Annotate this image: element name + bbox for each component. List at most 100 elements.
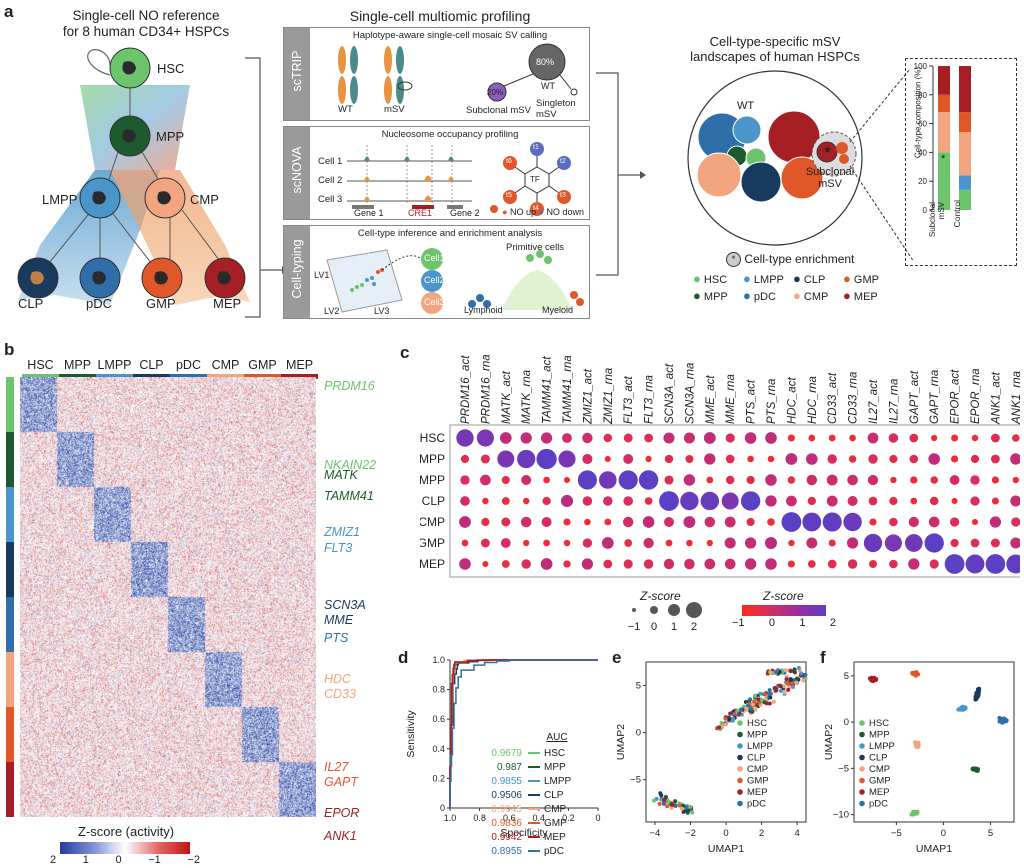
legend-dot-icon: ● [743,271,751,286]
roc-line-clp [449,659,598,808]
subclonal-line1: Subclonal [805,166,855,178]
roc-ytick-label: 0.4 [432,744,445,754]
size-legend-dot [650,606,658,614]
cre1-label: CRE1 [408,208,433,218]
dotplot-col-label: GAPT_act [909,370,921,424]
dotplot-dot [643,537,654,549]
heatmap-col-bar [281,374,318,379]
dotplot-dot [971,434,979,442]
roc-line-cmp [449,659,598,808]
dotplot-dot [603,433,613,443]
dotplot-dot [497,450,515,468]
umap-legend-dot [859,743,865,749]
roc-legend-auc: 0.9855 [491,776,522,787]
umap-point [752,699,757,704]
subclonal-line2: mSV [818,178,842,190]
dotplot-dot [724,537,736,549]
dotplot-row-label: CMP [420,515,445,529]
dotplot-row-label: LMPP [420,473,445,487]
dotplot-dot [460,496,470,506]
dotplot-dot [582,432,593,444]
dotplot-dot [746,517,755,527]
legend-dot-icon: ● [693,271,701,286]
dotplot-dot [971,518,979,526]
umap-point [684,805,689,810]
dotplot-dot [989,516,1002,528]
dotplot-dot [826,495,838,507]
heatmap-col-bar [207,374,244,379]
heatmap-col-clp: CLP [139,358,164,372]
dotplot-dot [482,560,489,568]
color-tick: 2 [829,617,836,629]
heatmap-row-bar-mpp [6,432,14,487]
panel-c-label: c [400,343,410,362]
roc-line-hsc [449,659,598,808]
dotplot-dot [909,433,919,443]
sctrip-single-label: Singleton mSV [536,98,576,120]
celltyping-box: Cell-typing Cell-type inference and enri… [283,225,590,319]
ref-title-line2: for 8 human CD34+ HSPCs [36,24,256,40]
dotplot-dot [746,475,755,485]
umap-point [665,804,670,809]
dotplot-col-label: MME_act [705,375,717,424]
heatmap-col-bar [244,374,281,379]
umap-point [659,797,664,802]
gene-label-mme: MME [324,613,354,627]
umap-point [685,810,690,815]
umap-legend-text: CMP [747,764,768,775]
roc-legend-auc: 0.8955 [491,846,522,857]
umap-point [796,665,801,670]
panel-d-label: d [398,648,409,667]
umap-legend-text: MPP [747,730,768,741]
umap-point [767,692,772,697]
scale-tick: 2 [50,854,57,866]
umap-legend-text: MEP [869,787,890,798]
umap-xlabel: UMAP1 [708,843,744,855]
dotplot-col-label: MATK_rna [521,370,533,424]
dotplot-dot [970,475,980,485]
heatmap-scale-title: Z-score (activity) [78,824,174,839]
bar-tick-label: 40 [918,148,927,157]
dotplot-dot [868,454,878,464]
dotplot-dot [501,475,510,485]
dotplot-dot [1012,476,1019,484]
dotplot-dot [806,474,818,486]
dotplot-dot [685,455,694,463]
dotplot-dot [543,539,550,547]
dotplot-dot [740,491,761,511]
legend-item-mep: ● MEP [843,288,893,305]
t5-label: t5 [506,192,512,199]
cell-1-label: Cell1 [424,253,445,263]
umap-point [749,707,754,712]
composition-chart: 0 20 40 60 80 100 * [914,62,971,215]
umap-point [774,688,779,693]
multiomic-title: Single-cell multiomic profiling [349,8,531,24]
dotplot-dot [888,433,899,443]
label-cmp: CMP [190,192,219,207]
umap-point [1004,718,1009,723]
umap-legend-text: MEP [747,787,768,798]
panel-e-label: e [612,648,622,667]
dotplot-dot [889,517,898,527]
heatmap-col-bar [170,374,207,379]
umap-point [758,691,763,696]
reference-title: Single-cell NO reference for 8 human CD3… [36,8,256,40]
dotplot-dot [603,496,613,506]
heatmap-row-bar-clp [6,542,14,597]
dotplot-dot [623,496,634,506]
dotplot-dot [582,453,593,465]
heatmap-col-hsc: HSC [27,358,54,372]
dotplot-dot [644,433,653,443]
dotplot-col-label: SCN3A_rna [684,363,696,424]
roc-legend-auc: 0.9836 [491,818,522,829]
dotplot-dot [765,495,777,507]
lv2-label: LV2 [324,306,340,316]
umap-point [910,672,915,677]
dotplot-dot [787,560,795,568]
enrichment-label: Cell-type enrichment [744,252,855,266]
dotplot-dot [623,454,634,464]
landscape-title-1: Cell-type-specific mSV [709,34,841,49]
umap-legend-dot [737,720,743,726]
dotplot-dot [1010,453,1020,465]
legend-dot-icon: ● [843,271,851,286]
